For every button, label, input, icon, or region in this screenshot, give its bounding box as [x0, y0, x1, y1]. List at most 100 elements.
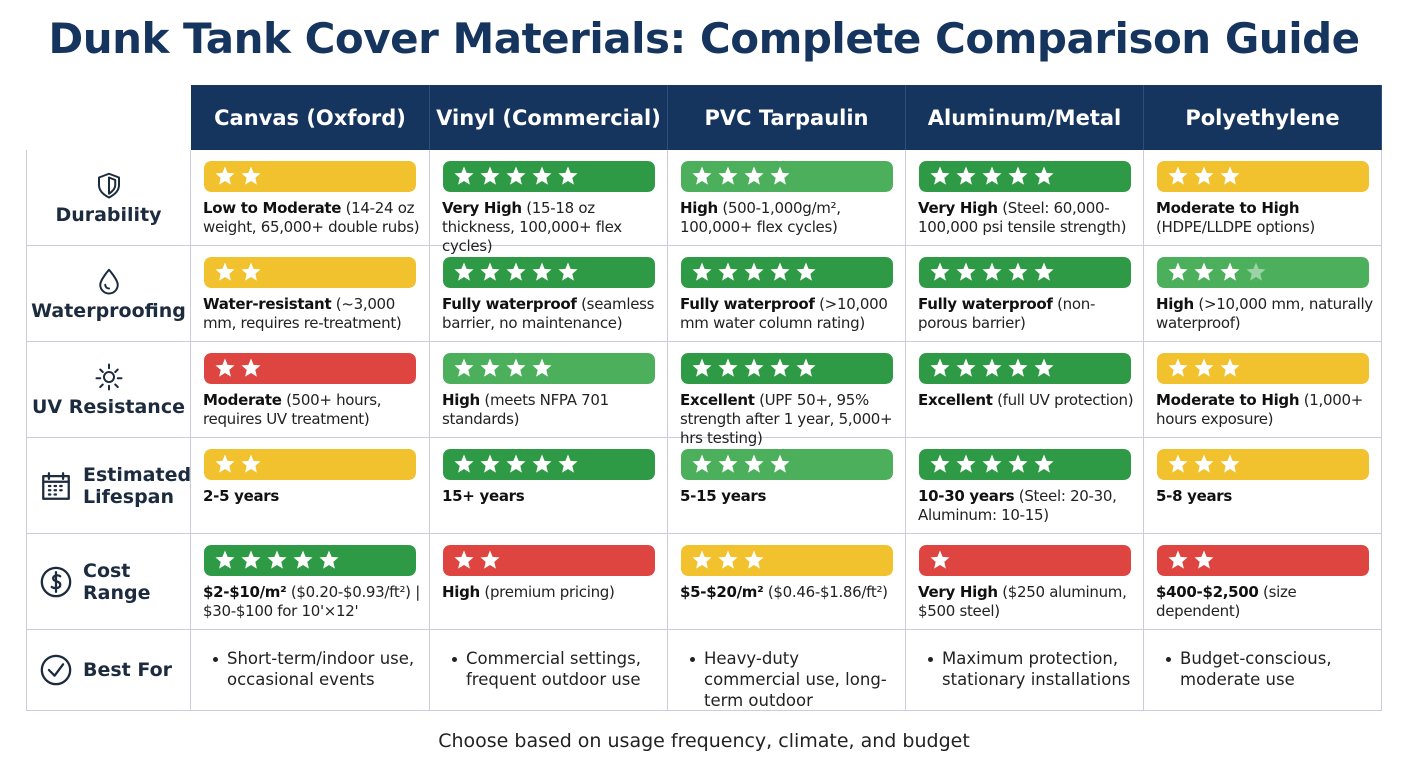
- rating-bar: [1157, 161, 1369, 192]
- rating-bar: [204, 449, 416, 480]
- star: [241, 262, 261, 281]
- rating-text: 5-15 years: [680, 487, 899, 506]
- star: [692, 358, 712, 377]
- rating-bar: [681, 257, 893, 288]
- rating-cell: Moderate to High (HDPE/LLDPE options): [1144, 150, 1382, 246]
- rating-bar: [204, 353, 416, 384]
- star: [744, 166, 764, 185]
- rating-summary: Excellent: [918, 391, 993, 409]
- rating-summary: High: [442, 391, 480, 409]
- star: [1034, 166, 1054, 185]
- star: [241, 166, 261, 185]
- row-header: UV Resistance: [26, 342, 191, 438]
- column-header: Canvas (Oxford): [191, 85, 430, 150]
- rating-cell: $5-$20/m² ($0.46-$1.86/ft²): [668, 534, 906, 630]
- rating-bar: [443, 161, 655, 192]
- rating-text: Excellent (full UV protection): [918, 391, 1137, 410]
- rating-detail: (>10,000 mm, naturally waterproof): [1156, 295, 1373, 332]
- row-label: Estimated Lifespan: [83, 463, 192, 508]
- rating-summary: $400-$2,500: [1156, 583, 1259, 601]
- rating-bar: [919, 449, 1131, 480]
- bullet: [1166, 657, 1171, 662]
- rating-bar: [919, 257, 1131, 288]
- rating-cell: High (>10,000 mm, naturally waterproof): [1144, 246, 1382, 342]
- rating-bar: [681, 545, 893, 576]
- star: [744, 550, 764, 569]
- best-for-cell: Commercial settings, frequent outdoor us…: [430, 630, 668, 711]
- rating-cell: Fully waterproof (seamless barrier, no m…: [430, 246, 668, 342]
- star: [1034, 454, 1054, 473]
- column-header: Vinyl (Commercial): [430, 85, 668, 150]
- star: [293, 550, 313, 569]
- row-header: Estimated Lifespan: [26, 438, 191, 534]
- star: [770, 358, 790, 377]
- star: [241, 550, 261, 569]
- star: [506, 454, 526, 473]
- star: [930, 358, 950, 377]
- rating-summary: High: [442, 583, 480, 601]
- star: [506, 358, 526, 377]
- best-for-text: Maximum protection, stationary installat…: [928, 648, 1135, 690]
- rating-cell: Moderate (500+ hours, requires UV treatm…: [191, 342, 430, 438]
- star: [480, 454, 500, 473]
- rating-summary: $5-$20/m²: [680, 583, 764, 601]
- rating-detail: (Steel: 20-30, Aluminum: 10-15): [918, 487, 1117, 524]
- star: [558, 454, 578, 473]
- star: [930, 550, 950, 569]
- star: [1008, 358, 1028, 377]
- rating-cell: Low to Moderate (14-24 oz weight, 65,000…: [191, 150, 430, 246]
- rating-cell: Very High (15-18 oz thickness, 100,000+ …: [430, 150, 668, 255]
- star: [796, 358, 816, 377]
- row-label: Best For: [83, 659, 173, 681]
- rating-bar: [1157, 353, 1369, 384]
- column-header: Polyethylene: [1144, 85, 1382, 150]
- rating-detail: (UPF 50+, 95% strength after 1 year, 5,0…: [680, 391, 893, 447]
- best-for-item: Heavy-duty commercial use, long-term out…: [704, 649, 887, 710]
- rating-text: Excellent (UPF 50+, 95% strength after 1…: [680, 391, 899, 448]
- star: [744, 262, 764, 281]
- rating-text: Fully waterproof (seamless barrier, no m…: [442, 295, 661, 333]
- star: [319, 550, 339, 569]
- rating-detail: (Steel: 60,000-100,000 psi tensile stren…: [918, 199, 1127, 236]
- best-for-item: Budget-conscious, moderate use: [1180, 649, 1332, 689]
- rating-detail: (seamless barrier, no maintenance): [442, 295, 655, 332]
- rating-detail: (500+ hours, requires UV treatment): [203, 391, 382, 428]
- rating-cell: Very High (Steel: 60,000-100,000 psi ten…: [906, 150, 1144, 246]
- rating-summary: 15+ years: [442, 487, 525, 505]
- row-icon: [42, 471, 70, 500]
- star: [1008, 262, 1028, 281]
- row-label: Durability: [55, 203, 162, 226]
- rating-text: 2-5 years: [203, 487, 423, 506]
- row-icon: [40, 654, 72, 686]
- row-header: Waterproofing: [26, 246, 191, 342]
- rating-text: 10-30 years (Steel: 20-30, Aluminum: 10-…: [918, 487, 1137, 525]
- rating-detail: ($0.46-$1.86/ft²): [767, 583, 888, 601]
- rating-bar: [919, 161, 1131, 192]
- rating-summary: Moderate: [203, 391, 282, 409]
- star: [1194, 166, 1214, 185]
- column-header: PVC Tarpaulin: [668, 85, 906, 150]
- row-icon: [98, 268, 119, 294]
- rating-text: Water-resistant (~3,000 mm, requires re-…: [203, 295, 423, 333]
- rating-cell: Very High ($250 aluminum, $500 steel): [906, 534, 1144, 630]
- rating-summary: Water-resistant: [203, 295, 332, 313]
- rating-text: Very High ($250 aluminum, $500 steel): [918, 583, 1137, 621]
- rating-detail: (non-porous barrier): [918, 295, 1096, 332]
- rating-bar: [919, 545, 1131, 576]
- title: Dunk Tank Cover Materials: Complete Comp…: [48, 14, 1360, 63]
- star: [982, 166, 1002, 185]
- rating-summary: 5-8 years: [1156, 487, 1233, 505]
- rating-summary: 2-5 years: [203, 487, 280, 505]
- best-for-text: Short-term/indoor use, occasional events: [213, 648, 421, 690]
- rating-bar: [443, 545, 655, 576]
- row-header: Durability: [26, 150, 191, 246]
- footer: Choose based on usage frequency, climate…: [438, 730, 970, 752]
- rating-bar: [443, 257, 655, 288]
- rating-cell: Excellent (full UV protection): [906, 342, 1144, 438]
- best-for-cell: Maximum protection, stationary installat…: [906, 630, 1144, 711]
- star: [1168, 550, 1188, 569]
- star: [796, 262, 816, 281]
- star: [956, 358, 976, 377]
- rating-detail: (premium pricing): [484, 583, 615, 601]
- rating-text: Fully waterproof (non-porous barrier): [918, 295, 1137, 333]
